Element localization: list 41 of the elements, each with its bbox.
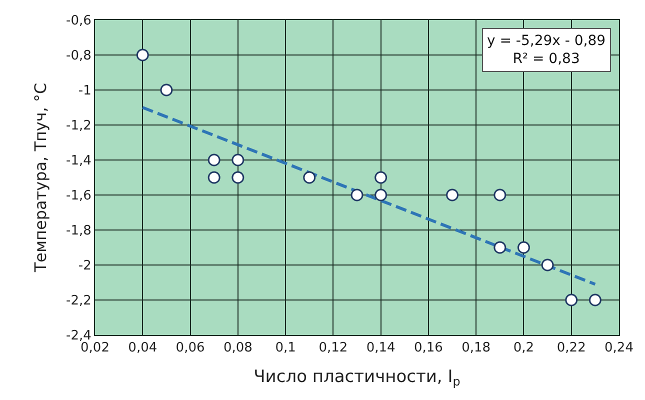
point xyxy=(541,258,554,272)
point xyxy=(374,171,388,184)
point xyxy=(446,188,459,202)
x-tick-label: 0,1 xyxy=(275,340,296,356)
y-tick-label: -1,8 xyxy=(66,224,92,239)
point xyxy=(136,48,149,62)
x-tick-label: 0,2 xyxy=(513,340,534,356)
point xyxy=(232,154,244,166)
point xyxy=(232,171,244,184)
point xyxy=(374,188,388,202)
x-axis-title: Число пластичности, I$_{p}$ xyxy=(254,367,460,389)
x-tick-label: 0,02 xyxy=(80,340,110,356)
y-tick-label: -0,8 xyxy=(66,48,92,64)
point xyxy=(208,154,220,166)
annotation: y = -5,29x - 0,89 R² = 0,83 xyxy=(487,33,606,68)
y-tick-label: -2,2 xyxy=(66,294,92,309)
point xyxy=(517,241,530,254)
x-tick-label: 0,22 xyxy=(556,340,586,356)
x-tick-label: 0,18 xyxy=(462,340,491,356)
x-tick-label: 0,16 xyxy=(414,340,443,356)
point xyxy=(565,294,578,306)
point xyxy=(588,294,602,306)
point xyxy=(160,84,173,96)
x-tick-label: 0,24 xyxy=(604,340,634,356)
x-tick-label: 0,08 xyxy=(223,340,252,356)
x-tick-label: 0,14 xyxy=(366,340,396,356)
point xyxy=(494,188,506,202)
x-tick-label: 0,12 xyxy=(318,340,348,356)
x-tick-label: 0,06 xyxy=(176,340,205,356)
point xyxy=(350,188,364,202)
y-tick-label: -1,6 xyxy=(66,188,92,204)
point xyxy=(303,171,316,184)
x-tick-label: 0,04 xyxy=(128,340,158,356)
y-tick-label: -0,6 xyxy=(66,14,92,29)
point xyxy=(494,241,506,254)
point xyxy=(208,171,220,184)
y-tick-label: -1,2 xyxy=(66,118,92,134)
y-tick-label: -1,4 xyxy=(66,154,92,169)
y-tick-label: -2 xyxy=(78,258,92,274)
y-axis-title: Температура, Тпуч, °C xyxy=(30,82,50,274)
y-tick-label: -1 xyxy=(78,84,92,99)
